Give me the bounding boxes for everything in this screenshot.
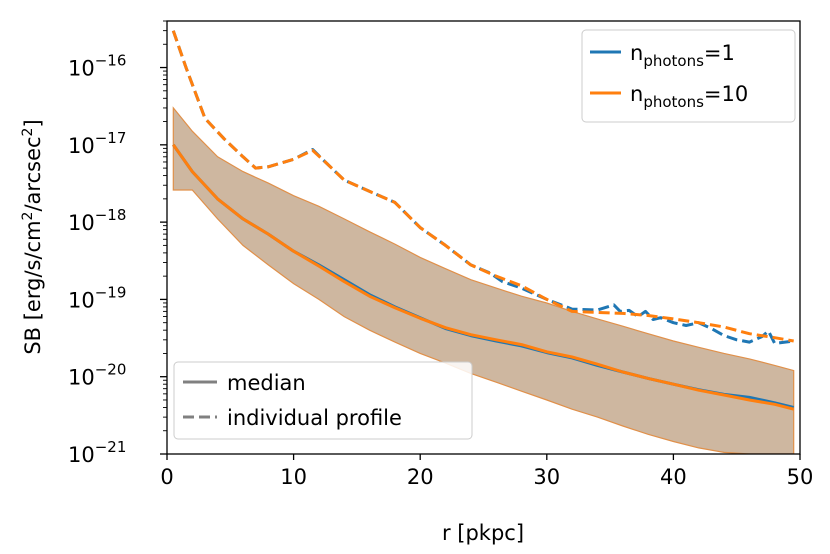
y-tick-label-1: 10−20 [68, 361, 126, 390]
x-axis: 0 10 20 30 40 50 [160, 454, 813, 489]
y-tick-label-5: 10−16 [68, 52, 126, 81]
x-axis-label: r [pkpc] [442, 521, 524, 545]
x-tick-label-10: 10 [280, 465, 307, 489]
style-legend-label-0: median [227, 371, 306, 395]
legend-entry-1: nphotons=10 [630, 82, 748, 111]
y-tick-label-4: 10−17 [68, 129, 126, 158]
x-tick-label-50: 50 [787, 465, 814, 489]
x-tick-label-40: 40 [660, 465, 687, 489]
y-tick-label-2: 10−19 [68, 283, 126, 312]
legend-entry-0: nphotons=1 [630, 41, 735, 70]
style-legend-label-1: individual profile [227, 406, 402, 430]
style-legend-box [173, 361, 473, 440]
y-tick-label-0: 10−21 [68, 438, 126, 467]
series-layer [171, 30, 795, 411]
x-tick-label-0: 0 [160, 465, 173, 489]
y-axis-label: SB [erg/s/cm2/arcsec2] [20, 119, 45, 354]
y-tick-label-3: 10−18 [68, 206, 126, 235]
legend-box [581, 29, 796, 123]
x-tick-label-20: 20 [407, 465, 434, 489]
series-line-3 [171, 30, 794, 343]
plot-frame [166, 20, 801, 455]
legend-styles: median individual profile [173, 361, 473, 440]
percentile-band [172, 106, 795, 454]
x-tick-label-30: 30 [533, 465, 560, 489]
legend-series: nphotons=1 nphotons=10 [581, 29, 796, 123]
band-layer [172, 106, 795, 454]
y-axis: 10−21 10−20 10−19 10−18 10−17 10−16 [68, 20, 167, 467]
series-line-1 [172, 143, 795, 411]
